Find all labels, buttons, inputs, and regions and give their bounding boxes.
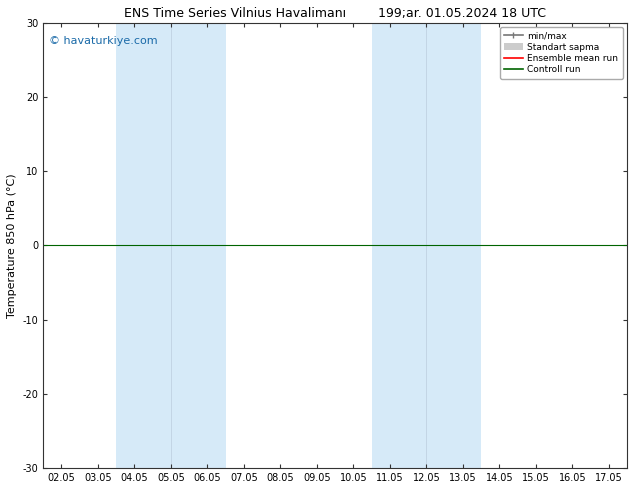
Bar — [116, 23, 226, 468]
Bar — [372, 23, 481, 468]
Y-axis label: Temperature 850 hPa (°C): Temperature 850 hPa (°C) — [7, 173, 17, 318]
Legend: min/max, Standart sapma, Ensemble mean run, Controll run: min/max, Standart sapma, Ensemble mean r… — [500, 27, 623, 79]
Text: © havaturkiye.com: © havaturkiye.com — [49, 36, 158, 46]
Title: ENS Time Series Vilnius Havalimanı        199;ar. 01.05.2024 18 UTC: ENS Time Series Vilnius Havalimanı 199;a… — [124, 7, 546, 20]
